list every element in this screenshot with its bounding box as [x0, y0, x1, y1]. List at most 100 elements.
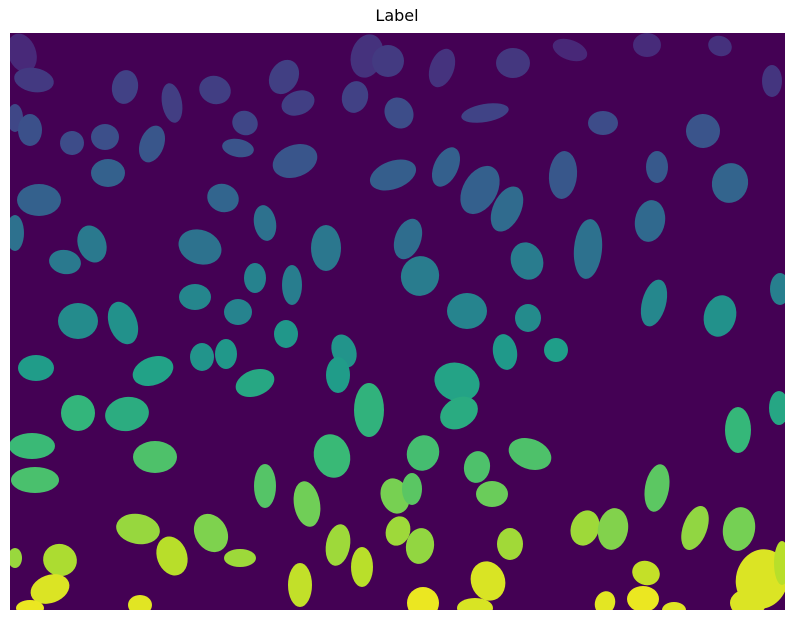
- nucleus-label: [254, 464, 276, 508]
- nucleus-label: [138, 125, 166, 163]
- nucleus-label: [515, 304, 541, 332]
- nucleus-label: [293, 481, 321, 527]
- nucleus-label: [406, 435, 440, 471]
- nucleus-label: [288, 563, 312, 607]
- nucleus-label: [325, 524, 351, 566]
- nucleus-label: [199, 75, 231, 105]
- nucleus-label: [703, 295, 737, 337]
- nucleus-label: [17, 184, 61, 216]
- nucleus-label: [548, 151, 578, 199]
- nucleus-label: [573, 219, 603, 279]
- nucleus-label: [132, 356, 174, 386]
- nucleus-label: [77, 225, 107, 263]
- nucleus-label: [769, 391, 785, 425]
- nucleus-label: [178, 229, 222, 265]
- nucleus-label: [686, 114, 720, 148]
- nucleus-label: [107, 301, 139, 345]
- nucleus-label: [552, 38, 588, 62]
- nucleus-label: [627, 586, 659, 610]
- nucleus-label: [496, 48, 530, 78]
- nucleus-label: [730, 589, 766, 610]
- nucleus-label: [91, 159, 125, 187]
- nucleus-label: [402, 473, 422, 505]
- nucleus-label: [440, 396, 478, 430]
- nucleus-label: [405, 528, 435, 564]
- nucleus-label: [400, 256, 440, 296]
- nucleus-label: [428, 48, 456, 88]
- nucleus-label: [10, 33, 37, 73]
- nucleus-label: [597, 508, 629, 550]
- nucleus-label: [224, 549, 256, 567]
- nucleus-label: [272, 144, 318, 178]
- nucleus-label: [18, 114, 42, 146]
- nucleus-label: [490, 186, 524, 232]
- nucleus-label: [161, 83, 183, 123]
- nucleus-label: [274, 320, 298, 348]
- nucleus-label: [463, 451, 491, 483]
- nucleus-label: [407, 587, 439, 610]
- nucleus-label: [105, 396, 149, 432]
- nucleus-label: [60, 131, 84, 155]
- nucleus-label: [762, 65, 782, 97]
- nucleus-label: [708, 35, 732, 57]
- nucleus-label: [393, 218, 423, 260]
- nucleus-label: [447, 293, 487, 329]
- nucleus-label: [224, 299, 252, 325]
- nucleus-label: [10, 215, 24, 251]
- nucleus-label: [476, 481, 508, 507]
- nucleus-label: [235, 368, 275, 398]
- nucleus-label: [18, 355, 54, 381]
- nucleus-label: [372, 45, 404, 77]
- nucleus-label: [11, 467, 59, 493]
- nucleus-label: [313, 434, 351, 478]
- nucleus-label: [632, 560, 660, 586]
- nucleus-label: [207, 183, 239, 213]
- nucleus-label: [10, 548, 22, 568]
- nucleus-label: [510, 242, 544, 280]
- nucleus-label: [351, 547, 373, 587]
- nucleus-label: [128, 595, 152, 610]
- nucleus-label: [326, 357, 350, 393]
- nucleus-label: [770, 273, 785, 305]
- nucleus-label: [193, 513, 229, 553]
- nucleus-label: [268, 59, 300, 95]
- nucleus-label: [61, 395, 95, 431]
- nucleus-label: [544, 338, 568, 362]
- label-image: [10, 33, 785, 610]
- nucleus-label: [281, 90, 315, 116]
- plot-title: Label: [375, 6, 419, 25]
- nucleus-label: [14, 67, 54, 93]
- nucleus-label: [311, 225, 341, 271]
- nucleus-label: [190, 343, 214, 371]
- nucleus-label: [58, 303, 98, 339]
- nucleus-label: [681, 506, 709, 550]
- nucleus-label: [282, 265, 302, 305]
- nucleus-label: [30, 574, 70, 604]
- nucleus-label: [16, 600, 44, 610]
- nucleus-label: [341, 81, 369, 113]
- nucleus-label: [646, 151, 668, 183]
- nucleus-label: [369, 159, 417, 191]
- nucleus-label: [497, 528, 523, 560]
- nucleus-label: [133, 441, 177, 473]
- nucleus-label: [156, 536, 188, 576]
- nucleus-label: [215, 339, 237, 369]
- nucleus-label: [508, 438, 552, 470]
- nucleus-label: [116, 513, 160, 545]
- nucleus-label: [431, 147, 461, 187]
- nucleus-label: [460, 165, 500, 215]
- nucleus-label: [111, 70, 139, 104]
- nucleus-label: [49, 249, 81, 275]
- nucleus-label: [253, 205, 277, 241]
- nucleus-label: [633, 33, 661, 57]
- nucleus-label: [10, 433, 55, 459]
- nucleus-label: [725, 407, 751, 453]
- nucleus-label: [634, 200, 666, 242]
- label-image-canvas: [10, 33, 785, 610]
- nucleus-label: [722, 507, 756, 551]
- nucleus-label: [457, 598, 493, 610]
- nucleus-label: [588, 111, 618, 135]
- nucleus-label: [43, 543, 77, 577]
- nucleus-label: [434, 362, 480, 402]
